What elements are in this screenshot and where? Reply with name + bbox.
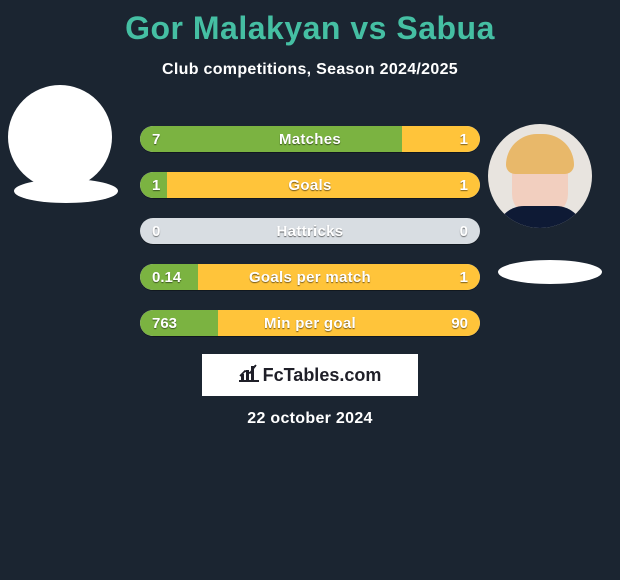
stat-label: Goals [140, 172, 480, 198]
stat-row: 0.141Goals per match [140, 264, 480, 290]
stat-bars: 71Matches 11Goals 00Hattricks 0.141Goals pe… [140, 126, 480, 356]
name-blob-left [14, 179, 118, 203]
stat-label: Goals per match [140, 264, 480, 290]
avatar-player-right [488, 124, 592, 228]
stat-label: Min per goal [140, 310, 480, 336]
page-title: Gor Malakyan vs Sabua [0, 0, 620, 47]
page-subtitle: Club competitions, Season 2024/2025 [0, 61, 620, 79]
footer-date: 22 october 2024 [0, 410, 620, 428]
stat-row: 00Hattricks [140, 218, 480, 244]
brand-text: FcTables.com [263, 365, 382, 386]
stat-label: Hattricks [140, 218, 480, 244]
bar-chart-icon [239, 364, 259, 387]
stat-row: 76390Min per goal [140, 310, 480, 336]
stat-row: 71Matches [140, 126, 480, 152]
brand-logo: FcTables.com [202, 354, 418, 396]
name-blob-right [498, 260, 602, 284]
stat-label: Matches [140, 126, 480, 152]
avatar-player-left [8, 85, 112, 189]
stat-row: 11Goals [140, 172, 480, 198]
